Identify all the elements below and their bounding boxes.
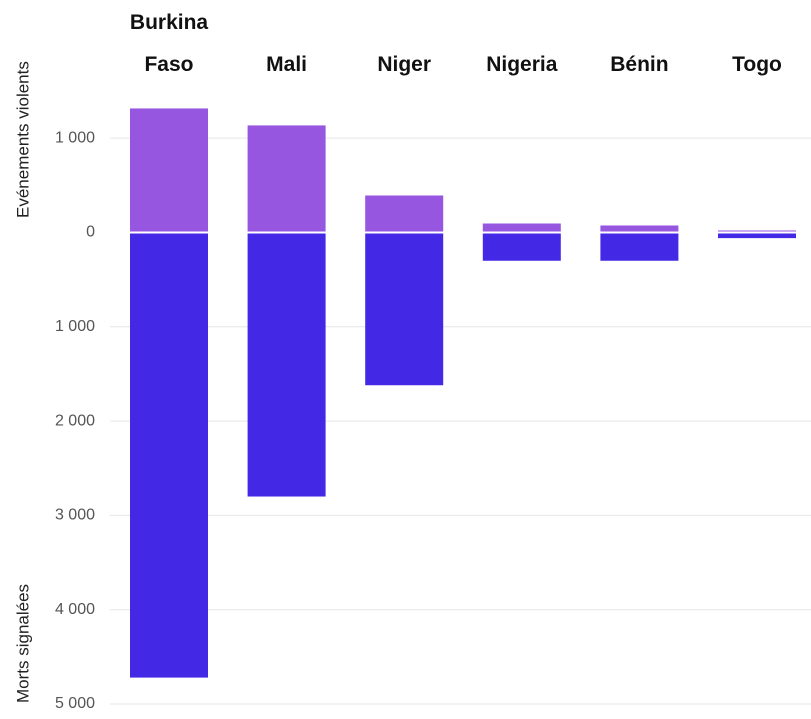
bar bbox=[247, 232, 326, 497]
y-tick-label: 3 000 bbox=[55, 507, 95, 524]
y-tick-label: 5 000 bbox=[55, 695, 95, 712]
x-tick-label: Mali bbox=[266, 53, 308, 76]
x-tick-label: Togo bbox=[732, 53, 782, 76]
x-tick-label: Niger bbox=[377, 53, 432, 76]
bar bbox=[365, 195, 444, 233]
y-axis-label-top: Evénements violents bbox=[13, 61, 32, 218]
bar bbox=[718, 232, 796, 239]
y-tick-label: 1 000 bbox=[55, 318, 95, 335]
bar bbox=[130, 108, 208, 233]
x-tick-label: Bénin bbox=[610, 53, 669, 76]
y-axis-label-bottom: Morts signalées bbox=[13, 584, 32, 703]
y-tick-label: 2 000 bbox=[55, 412, 95, 429]
bar bbox=[482, 232, 561, 261]
bar bbox=[600, 225, 679, 233]
bar bbox=[130, 232, 208, 678]
bar bbox=[247, 125, 326, 233]
y-tick-label: 0 bbox=[86, 224, 95, 241]
bar bbox=[482, 223, 561, 233]
bar bbox=[600, 232, 679, 261]
y-tick-label: 1 000 bbox=[55, 129, 95, 146]
x-tick-label: Nigeria bbox=[486, 53, 558, 76]
bar bbox=[365, 232, 444, 386]
x-tick-label: Burkina Faso bbox=[129, 11, 209, 76]
y-tick-label: 4 000 bbox=[55, 601, 95, 618]
